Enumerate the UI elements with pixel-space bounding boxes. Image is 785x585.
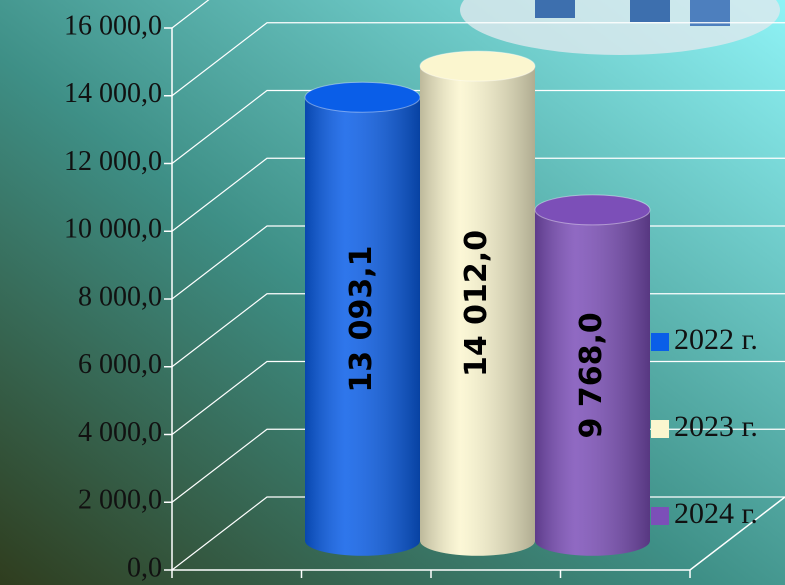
bar-top bbox=[304, 81, 421, 113]
grid-line bbox=[171, 89, 785, 164]
value-label: 9 768,0 bbox=[574, 312, 609, 438]
grid-line bbox=[171, 157, 785, 232]
bar-shade bbox=[420, 66, 535, 556]
decoration bbox=[630, 0, 670, 22]
y-tick-label: 8 000,0 bbox=[78, 281, 162, 312]
y-tick-label: 10 000,0 bbox=[64, 214, 162, 245]
legend-label: 2024 г. bbox=[674, 497, 758, 530]
bar-shade bbox=[305, 97, 420, 556]
y-tick-label: 14 000,0 bbox=[64, 78, 162, 109]
bar-top bbox=[419, 50, 536, 82]
legend-label: 2022 г. bbox=[674, 323, 758, 356]
y-tick-label: 2 000,0 bbox=[78, 485, 162, 516]
grid-line bbox=[171, 0, 210, 29]
legend-swatch bbox=[651, 507, 669, 525]
legend-swatch bbox=[651, 333, 669, 351]
grid-line bbox=[171, 22, 785, 97]
y-tick-label: 6 000,0 bbox=[78, 349, 162, 380]
bar bbox=[304, 81, 421, 556]
bar bbox=[534, 194, 651, 556]
value-label: 14 012,0 bbox=[459, 230, 494, 377]
legend-label: 2023 г. bbox=[674, 410, 758, 443]
bar-shade bbox=[535, 209, 650, 556]
decoration bbox=[535, 0, 575, 18]
value-label: 13 093,1 bbox=[344, 245, 379, 392]
bar-top bbox=[534, 194, 651, 226]
bar bbox=[419, 50, 536, 556]
y-tick-label: 4 000,0 bbox=[78, 417, 162, 448]
y-tick-label: 0,0 bbox=[127, 552, 162, 583]
decoration bbox=[690, 0, 730, 26]
y-tick-label: 16 000,0 bbox=[64, 10, 162, 41]
legend-swatch bbox=[651, 420, 669, 438]
y-tick-label: 12 000,0 bbox=[64, 146, 162, 177]
